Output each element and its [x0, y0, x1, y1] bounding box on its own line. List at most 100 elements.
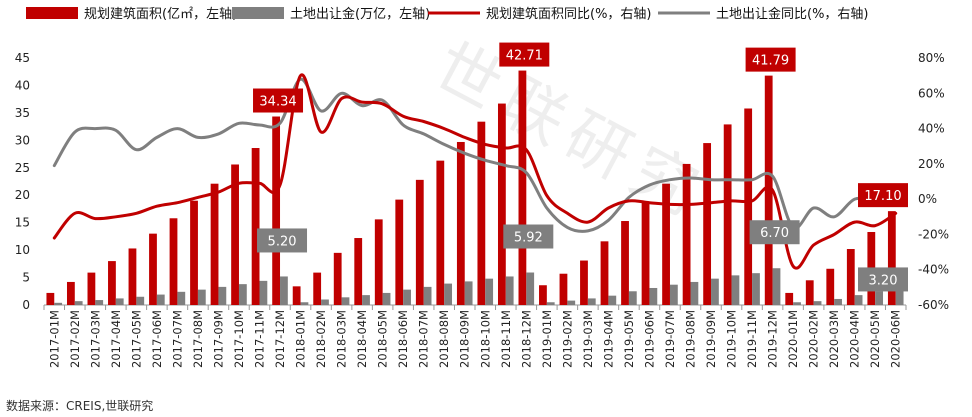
- x-tick-label: 2019-04M: [601, 310, 615, 368]
- bar-land-revenue: [752, 273, 760, 305]
- bar-land-revenue: [115, 298, 124, 305]
- bar-land-revenue: [608, 295, 617, 305]
- y-right-tick-label: -20%: [918, 227, 949, 241]
- bar-land-revenue: [813, 301, 822, 305]
- x-tick-label: 2017-01M: [47, 310, 61, 368]
- bar-planned-area: [764, 75, 773, 306]
- x-tick-label: 2019-09M: [704, 310, 718, 368]
- bar-planned-area: [66, 281, 75, 305]
- callout-label: 3.20: [869, 273, 898, 288]
- y-right-tick-label: 40%: [918, 122, 945, 136]
- bar-land-revenue: [834, 298, 842, 305]
- y-right-tick-label: 20%: [918, 157, 945, 171]
- bar-planned-area: [477, 121, 486, 305]
- x-axis-labels: 2017-01M 2017-02M 2017-03M 2017-04M 2017-05M…: [47, 310, 902, 368]
- callout-box: [858, 183, 908, 208]
- bar-land-revenue: [382, 292, 391, 305]
- bar-planned-area: [272, 116, 281, 305]
- bar-land-revenue: [526, 272, 535, 305]
- bar-planned-area: [580, 260, 588, 305]
- x-tick-label: 2020-02M: [807, 310, 821, 368]
- callout-label: 41.79: [752, 54, 789, 69]
- bar-land-revenue: [505, 276, 514, 305]
- bar-planned-area: [436, 160, 445, 305]
- y-left-tick-label: 25: [15, 161, 30, 175]
- x-tick-label: 2017-12M: [273, 310, 287, 368]
- bar-planned-area: [251, 148, 260, 305]
- bar-planned-area: [744, 108, 753, 306]
- x-tick-label: 2019-03M: [581, 310, 595, 368]
- legend-swatch-bar: [232, 7, 284, 19]
- x-tick-label: 2017-03M: [88, 310, 102, 368]
- x-tick-label: 2017-11M: [253, 310, 267, 368]
- legend-label: 土地出让金同比(%，右轴): [716, 6, 869, 22]
- x-tick-label: 2018-06M: [396, 310, 410, 368]
- bar-land-revenue: [854, 295, 863, 305]
- callouts: 34.34 42.71 41.79 17.10 5.20 5.92 6.70 3.20: [253, 42, 908, 292]
- x-tick-label: 2018-03M: [335, 310, 349, 368]
- bar-land-revenue: [711, 278, 719, 305]
- bar-planned-area: [108, 261, 116, 305]
- callout-label: 17.10: [864, 189, 901, 204]
- y-left-tick-label: 15: [15, 216, 30, 230]
- bar-planned-area: [231, 164, 239, 305]
- line-land-revenue-yoy: [52, 77, 877, 233]
- bar-land-revenue: [341, 297, 350, 305]
- bar-planned-area: [395, 199, 404, 305]
- callout-label: 5.92: [514, 231, 543, 246]
- x-tick-label: 2018-07M: [417, 310, 431, 368]
- x-tick-label: 2017-06M: [150, 310, 164, 368]
- bar-land-revenue: [156, 294, 165, 305]
- bar-planned-area: [723, 124, 732, 305]
- bar-planned-area: [497, 103, 506, 306]
- x-tick-label: 2018-12M: [519, 310, 533, 368]
- y-left-tick-label: 40: [15, 78, 30, 92]
- bar-land-revenue: [95, 300, 104, 305]
- x-tick-label: 2019-12M: [766, 310, 780, 368]
- bar-planned-area: [621, 221, 629, 305]
- bar-land-revenue: [177, 291, 186, 305]
- bar-planned-area: [826, 268, 835, 305]
- bar-land-revenue: [403, 289, 411, 305]
- watermark: 世联研究: [422, 29, 718, 233]
- bar-land-revenue: [485, 278, 494, 305]
- callout-label: 6.70: [760, 226, 789, 241]
- bar-land-revenue: [731, 275, 740, 305]
- x-tick-label: 2018-02M: [314, 310, 328, 368]
- bar-land-revenue: [136, 296, 145, 305]
- bar-land-revenue: [567, 300, 576, 305]
- x-tick-label: 2019-11M: [745, 310, 759, 368]
- bar-planned-area: [46, 292, 55, 305]
- y-left-tick-label: 35: [15, 106, 30, 120]
- callout-box: [503, 224, 554, 249]
- x-tick-label: 2019-08M: [684, 310, 698, 368]
- y-left-tick-label: 5: [22, 271, 30, 285]
- x-tick-label: 2017-09M: [212, 310, 226, 368]
- x-tick-label: 2018-04M: [355, 310, 369, 368]
- y-right-tick-label: 0%: [918, 192, 937, 206]
- y-right-tick-label: 60%: [918, 86, 945, 100]
- bar-land-revenue: [628, 291, 637, 305]
- bar-land-revenue: [587, 298, 596, 305]
- callout-label: 5.20: [268, 234, 297, 249]
- x-tick-label: 2017-04M: [109, 310, 123, 368]
- x-tick-label: 2019-06M: [643, 310, 657, 368]
- bar-land-revenue: [772, 268, 781, 305]
- bar-planned-area: [149, 233, 157, 305]
- x-tick-label: 2019-10M: [725, 310, 739, 368]
- bar-planned-area: [415, 179, 424, 305]
- bar-land-revenue: [300, 302, 309, 305]
- bar-planned-area: [518, 70, 527, 306]
- bar-planned-area: [539, 285, 547, 305]
- legend-label: 规划建筑面积同比(%，右轴): [486, 6, 652, 22]
- x-tick-label: 2019-05M: [622, 310, 636, 368]
- lines: [52, 73, 898, 270]
- bar-land-revenue: [690, 281, 699, 305]
- bar-planned-area: [887, 211, 896, 305]
- bar-planned-area: [313, 272, 322, 305]
- bar-land-revenue: [895, 287, 904, 305]
- bar-land-revenue: [321, 299, 329, 305]
- x-tick-label: 2019-07M: [663, 310, 677, 368]
- bar-planned-area: [703, 143, 712, 305]
